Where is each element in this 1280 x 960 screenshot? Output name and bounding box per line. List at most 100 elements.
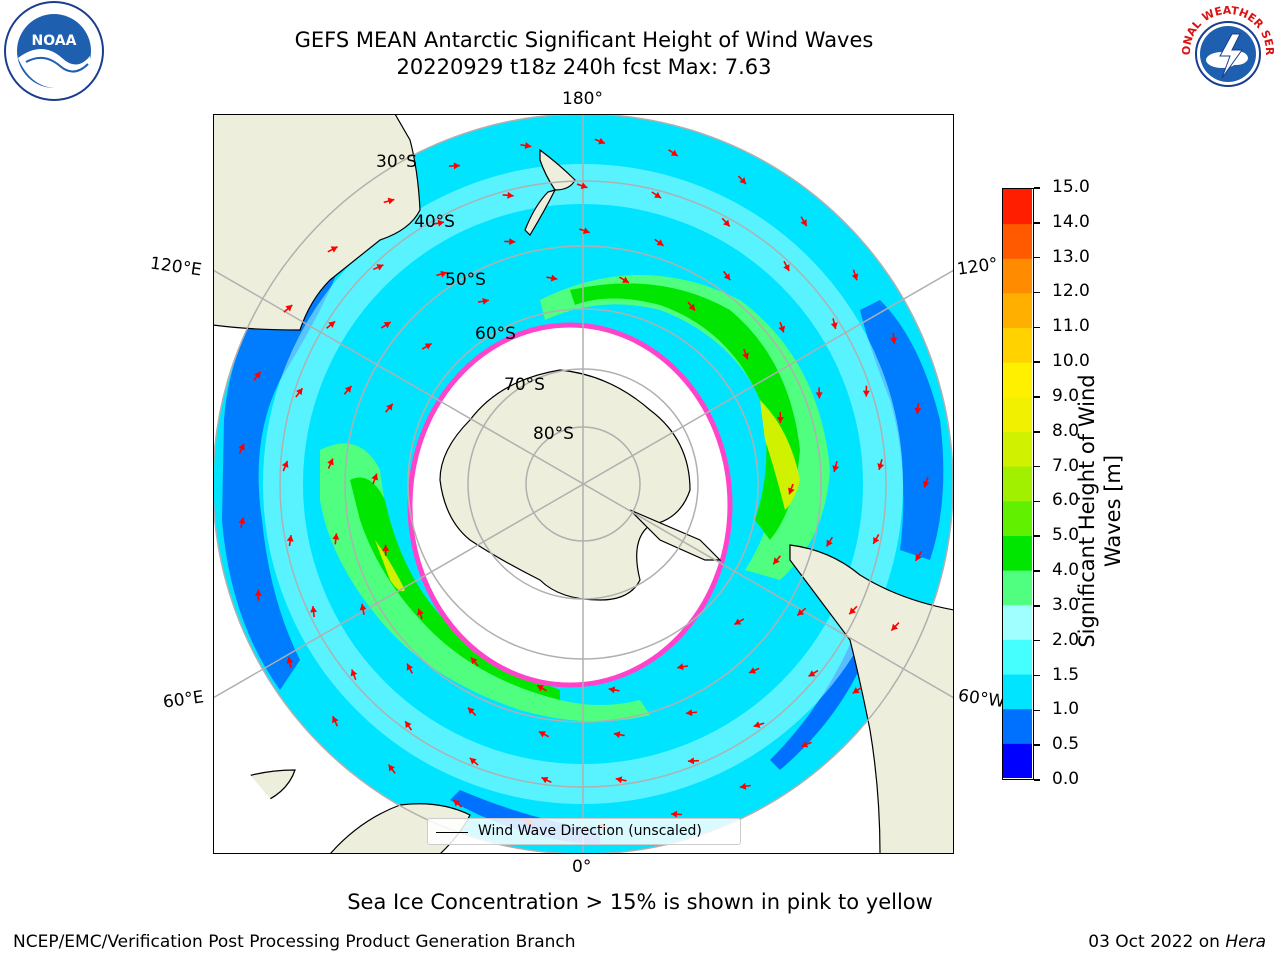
colorbar-tick-mark	[1034, 431, 1040, 433]
colorbar-tick-label: 6.0	[1052, 490, 1080, 511]
colorbar-tick-mark	[1034, 465, 1040, 468]
wind-wave-arrow-head	[371, 473, 379, 481]
nws-logo: NATIONAL WEATHER SERVICE	[1171, 0, 1280, 106]
wind-wave-arrow-head	[852, 687, 860, 694]
colorbar-tick-mark	[1034, 535, 1040, 537]
wind-wave-arrow-head	[344, 385, 352, 393]
colorbar-swatch	[1003, 535, 1032, 571]
colorbar-tick-label: 8.0	[1052, 420, 1080, 441]
wind-wave-arrow-head	[734, 618, 742, 625]
wind-wave-arrow-head	[285, 304, 293, 312]
wind-wave-arrow-head	[915, 553, 922, 561]
colorbar-tick-mark	[1034, 779, 1040, 781]
wind-wave-arrow-head	[350, 669, 358, 677]
wind-wave-arrow-head	[286, 656, 294, 664]
wind-wave-arrow-head	[238, 517, 246, 525]
colorbar-swatch	[1003, 258, 1032, 294]
wind-wave-arrow-head	[437, 219, 445, 227]
wind-wave-arrow-head	[467, 707, 475, 715]
colorbar-tick-label: 1.0	[1052, 699, 1080, 720]
south-america-land	[789, 544, 953, 853]
wind-wave-arrow-head	[598, 137, 605, 145]
footer-date: 03 Oct 2022 on Hera	[1088, 932, 1266, 952]
wind-wave-arrow-head	[330, 246, 338, 253]
wind-wave-arrow-head	[541, 776, 549, 784]
colorbar-tick-label: 9.0	[1052, 385, 1080, 406]
wind-wave-arrow-head	[688, 303, 696, 311]
wind-wave-arrow-head	[470, 657, 478, 665]
colorbar-tick-label: 15.0	[1052, 177, 1090, 197]
wind-wave-arrow-head	[656, 239, 664, 246]
wind-wave-arrow-head	[849, 607, 856, 615]
colorbar-tick-mark	[1034, 222, 1040, 224]
colorbar-tick-label: 11.0	[1052, 316, 1090, 337]
wind-wave-arrow-head	[873, 536, 880, 544]
legend-text: Wind Wave Direction (unscaled)	[478, 823, 702, 839]
colorbar-swatch	[1003, 674, 1032, 710]
wind-wave-arrow-head	[783, 264, 790, 272]
sea-ice-caption: Sea Ice Concentration > 15% is shown in …	[347, 890, 933, 914]
lon-label-0: 0°	[572, 857, 592, 877]
colorbar-label: Significant Height of Wind Waves [m]	[1075, 374, 1125, 648]
colorbar-swatch	[1003, 327, 1032, 363]
lat-label-50s: 50°S	[445, 270, 486, 290]
wind-wave-arrow-head	[832, 465, 840, 472]
wind-wave-arrow-head	[538, 731, 546, 738]
wind-wave-arrow-head	[359, 603, 367, 611]
wind-wave-arrow-head	[851, 273, 859, 281]
wind-wave-arrow-head	[739, 782, 747, 790]
wind-wave-arrow-head	[776, 417, 784, 424]
antarctica-land	[439, 369, 691, 601]
wind-wave-arrow-head	[386, 403, 393, 411]
colorbar	[1002, 188, 1034, 780]
wind-wave-arrow-head	[891, 623, 899, 631]
wind-wave-arrow-head	[815, 392, 823, 399]
wind-wave-arrow-head	[890, 337, 898, 344]
colorbar-swatch	[1003, 223, 1032, 259]
lon-label-180: 180°	[562, 89, 603, 109]
wind-wave-arrow-head	[686, 709, 693, 717]
wind-wave-arrow-head	[670, 149, 678, 157]
colorbar-tick-label: 4.0	[1052, 560, 1080, 581]
wind-wave-arrow-head	[254, 371, 261, 379]
colorbar-tick-label: 2.0	[1052, 629, 1080, 650]
colorbar-tick-label: 12.0	[1052, 281, 1090, 302]
wind-wave-arrow-head	[332, 533, 340, 540]
colorbar-tick-mark	[1034, 291, 1040, 294]
colorbar-swatch	[1003, 708, 1032, 744]
lat-label-70s: 70°S	[504, 375, 545, 395]
wind-wave-arrow-head	[296, 388, 303, 396]
colorbar-tick-mark	[1034, 326, 1040, 329]
colorbar-tick-mark	[1034, 674, 1040, 677]
wind-wave-arrow-head	[622, 276, 629, 283]
wind-wave-arrow-head	[778, 325, 786, 333]
footer-host: Hera	[1225, 932, 1266, 952]
colorbar-tick-mark	[1034, 396, 1040, 398]
wind-wave-arrow-head	[254, 589, 262, 596]
chart-title: GEFS MEAN Antarctic Significant Height o…	[294, 28, 874, 52]
wind-wave-arrow-head	[387, 197, 395, 205]
colorbar-tick-label: 1.5	[1052, 664, 1080, 685]
polar-map	[213, 114, 954, 854]
colorbar-tick-mark	[1034, 605, 1040, 607]
australia-land	[214, 115, 421, 331]
wind-wave-arrow-head	[453, 799, 461, 807]
wind-wave-arrow-head	[723, 219, 730, 227]
colorbar-tick-label: 13.0	[1052, 246, 1090, 267]
wind-wave-arrow-head	[238, 443, 245, 451]
wind-wave-arrow-head	[862, 390, 870, 397]
wind-wave-arrow-head	[424, 343, 432, 350]
colorbar-swatch	[1003, 396, 1032, 433]
wind-wave-arrow-head	[742, 352, 749, 360]
colorbar-swatches	[1003, 189, 1032, 778]
wind-wave-arrow-head	[787, 487, 795, 495]
wind-wave-arrow-head	[687, 757, 695, 765]
lon-label-120e: 120°E	[148, 253, 203, 281]
wind-wave-arrow-head	[286, 535, 294, 542]
lat-label-80s: 80°S	[533, 424, 574, 444]
colorbar-tick-mark	[1034, 639, 1040, 642]
wind-wave-arrow-head	[507, 191, 514, 199]
footer-credit: NCEP/EMC/Verification Post Processing Pr…	[13, 932, 576, 952]
colorbar-swatch	[1003, 639, 1032, 675]
wind-wave-arrow-head	[753, 721, 761, 728]
